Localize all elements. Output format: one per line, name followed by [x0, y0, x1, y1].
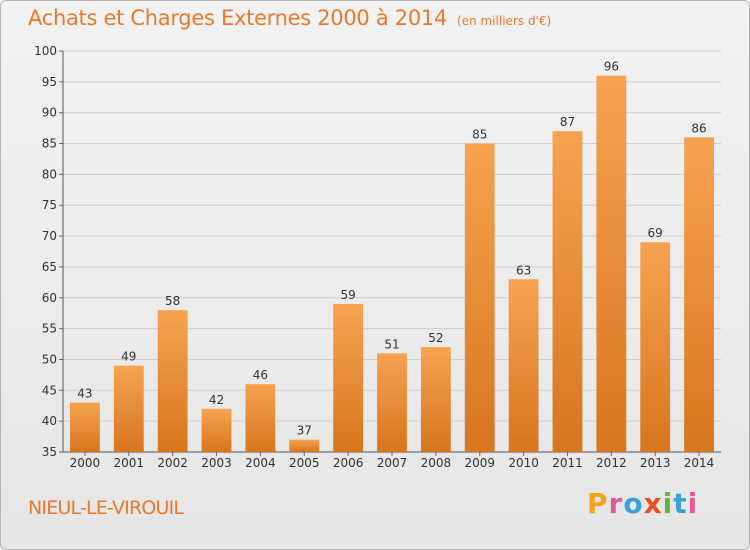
x-tick-label-2012: 2012	[596, 456, 627, 470]
bar-2002	[157, 310, 188, 452]
data-label-2005: 37	[297, 424, 312, 438]
bar-2006	[333, 303, 364, 452]
y-tick-label: 80	[42, 167, 57, 181]
bar-2009	[464, 143, 495, 453]
data-label-2011: 87	[560, 115, 575, 129]
logo-letter: r	[608, 487, 624, 520]
y-tick-label: 45	[42, 383, 57, 397]
y-tick-label: 70	[42, 229, 57, 243]
bar-2003	[201, 408, 232, 452]
data-label-2003: 42	[209, 393, 224, 407]
data-labels: 43 49 58 42 46 37 59 51 52 85 63 87 96 69 86	[77, 60, 706, 438]
bar-2011	[552, 131, 583, 452]
data-label-2004: 46	[253, 368, 268, 382]
bar-2007	[377, 353, 407, 452]
y-tick-label: 75	[42, 198, 57, 212]
y-tick-label: 95	[42, 75, 57, 89]
x-tick-label-2000: 2000	[70, 456, 101, 470]
data-label-2000: 43	[77, 387, 92, 401]
y-tick-label: 60	[42, 291, 57, 305]
x-tick-label-2013: 2013	[640, 456, 671, 470]
logo-letter: P	[587, 487, 609, 520]
x-tick-label-2008: 2008	[421, 456, 452, 470]
y-tick-label: 40	[42, 414, 57, 428]
y-tick-label: 35	[42, 445, 57, 459]
bar-2000	[70, 402, 100, 452]
x-tick-label-2009: 2009	[464, 456, 495, 470]
data-label-2008: 52	[428, 331, 443, 345]
chart-title-text: Achats et Charges Externes 2000 à 2014	[28, 6, 448, 30]
logo-letter: x	[643, 487, 663, 520]
y-tick-label: 65	[42, 260, 57, 274]
y-tick-label: 85	[42, 137, 57, 151]
bar-2013	[640, 242, 671, 452]
logo-letter: i	[687, 487, 699, 520]
data-label-2002: 58	[165, 294, 180, 308]
chart-unit: (en milliers d'€)	[457, 14, 552, 28]
axes: 35 40 45 50 55 60 65 70 75 80 85 90 95 100 2000 2001 200…	[34, 44, 721, 470]
bar-2014	[684, 137, 714, 452]
chart-title: Achats et Charges Externes 2000 à 2014 (e…	[28, 6, 551, 30]
data-label-2014: 86	[691, 121, 706, 135]
brand-logo: Proxiti	[587, 487, 698, 520]
y-tick-label: 50	[42, 352, 57, 366]
bar-2005	[289, 439, 320, 452]
bar-2008	[420, 347, 451, 452]
x-tick-label-2007: 2007	[377, 456, 408, 470]
y-tick-label: 90	[42, 106, 57, 120]
bars	[70, 75, 714, 453]
bar-2004	[245, 384, 276, 452]
x-tick-label-2014: 2014	[684, 456, 715, 470]
x-tick-label-2002: 2002	[157, 456, 188, 470]
x-tick-label-2010: 2010	[508, 456, 539, 470]
data-label-2010: 63	[516, 263, 531, 277]
logo-letter: t	[673, 487, 688, 520]
x-tick-label-2001: 2001	[114, 456, 145, 470]
x-tick-label-2005: 2005	[289, 456, 320, 470]
x-tick-label-2004: 2004	[245, 456, 276, 470]
logo-letter: o	[623, 487, 644, 520]
x-tick-label-2011: 2011	[552, 456, 583, 470]
bar-2001	[113, 365, 144, 452]
data-label-2012: 96	[604, 60, 619, 74]
data-label-2013: 69	[648, 226, 663, 240]
x-tick-label-2003: 2003	[201, 456, 232, 470]
bar-2012	[596, 75, 627, 452]
y-tick-label: 55	[42, 322, 57, 336]
bar-2010	[508, 279, 539, 452]
data-label-2007: 51	[384, 337, 399, 351]
data-label-2006: 59	[340, 288, 355, 302]
data-label-2009: 85	[472, 128, 487, 142]
y-tick-label: 100	[34, 44, 57, 58]
x-tick-label-2006: 2006	[333, 456, 364, 470]
commune-name: NIEUL-LE-VIROUIL	[28, 497, 184, 519]
logo-letter: i	[662, 487, 674, 520]
data-label-2001: 49	[121, 350, 136, 364]
